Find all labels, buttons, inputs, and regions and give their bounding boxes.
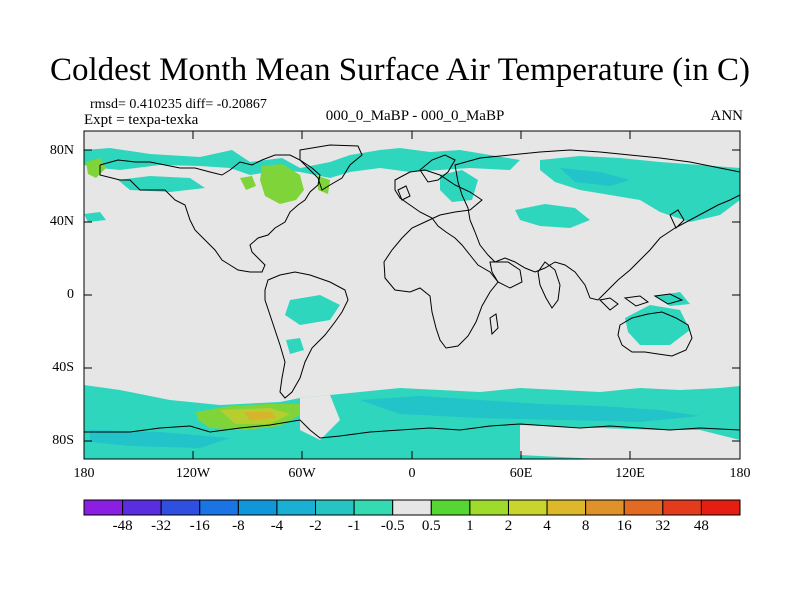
- colorbar-label-3: -8: [232, 518, 245, 534]
- lon-label-0: 0: [408, 466, 416, 481]
- coast-arabia: [489, 261, 523, 289]
- colorbar-box-0: [83, 499, 124, 516]
- coast-europe-africa: [383, 169, 499, 349]
- lat-label-40n: 40N: [49, 214, 74, 229]
- anomaly-gap-southern2: [520, 425, 740, 459]
- lon-label-120w: 120W: [175, 466, 211, 481]
- colorbar-box-10: [469, 499, 509, 516]
- lon-label-180w: 180: [73, 466, 95, 481]
- rmsd-diff-stats: rmsd= 0.410235 diff= -0.20867: [90, 97, 267, 112]
- anomaly-patch-arctic-teal: [84, 148, 520, 178]
- anomaly-patch-southern-cyan2: [90, 430, 230, 448]
- colorbar-box-2: [160, 499, 201, 516]
- colorbar-box-6: [315, 499, 355, 516]
- colorbar-label-6: -1: [347, 518, 361, 534]
- colorbar-label-0: -48: [112, 518, 133, 534]
- anomaly-patch-greenland-green: [260, 164, 304, 204]
- colorbar-box-12: [546, 499, 587, 516]
- coast-british-isles: [397, 185, 411, 201]
- colorbar-box-13: [585, 499, 625, 516]
- anomaly-patch-pacific-teal: [84, 212, 106, 222]
- axis-ticks: [84, 131, 740, 459]
- coast-australia: [617, 311, 693, 357]
- colorbar-box-3: [199, 499, 239, 516]
- lon-label-60e: 60E: [509, 466, 533, 481]
- anomaly-patch-baffin-green: [318, 176, 330, 194]
- anomaly-patch-australia-teal: [625, 305, 690, 345]
- colorbar-label-9: 1: [466, 518, 474, 534]
- anomaly-patch-samerica2-teal: [286, 338, 304, 354]
- colorbar: [83, 499, 741, 516]
- coast-antarctica: [84, 419, 741, 439]
- lon-label-60w: 60W: [288, 466, 316, 481]
- colorbar-box-7: [353, 499, 394, 516]
- anomaly-patch-canada-teal: [118, 176, 205, 192]
- anomaly-patch-weddell-orange: [244, 412, 276, 420]
- coast-north-america: [99, 154, 321, 273]
- lon-label-180e: 180: [729, 466, 751, 481]
- colorbar-box-16: [700, 499, 741, 516]
- colorbar-box-8: [392, 499, 432, 516]
- anomaly-patch-asia-teal: [515, 204, 590, 228]
- colorbar-box-11: [507, 499, 548, 516]
- coast-se-asia-islands: [598, 293, 684, 311]
- colorbar-label-15: 48: [693, 518, 709, 534]
- coast-india: [537, 261, 561, 309]
- lat-label-80s: 80S: [52, 433, 74, 448]
- experiment-label: Expt = texpa-texka: [84, 112, 199, 128]
- colorbar-box-15: [662, 499, 702, 516]
- anomaly-fields: [84, 148, 740, 459]
- anomaly-patch-siberia-cyan: [560, 168, 630, 186]
- colorbar-box-14: [623, 499, 664, 516]
- colorbar-label-13: 16: [616, 518, 632, 534]
- coast-asia: [454, 149, 741, 301]
- anomaly-gap-southern: [300, 395, 340, 440]
- lat-label-0: 0: [67, 287, 74, 302]
- colorbar-label-14: 32: [655, 518, 671, 534]
- colorbar-label-7: -0.5: [380, 518, 405, 534]
- colorbar-box-5: [276, 499, 317, 516]
- lat-label-40s: 40S: [52, 360, 74, 375]
- lon-label-120e: 120E: [615, 466, 645, 481]
- colorbar-label-1: -32: [151, 518, 172, 534]
- anomaly-patch-samerica-teal: [285, 295, 340, 325]
- lat-label-80n: 80N: [49, 143, 74, 158]
- colorbar-label-10: 2: [504, 518, 513, 534]
- colorbar-label-11: 4: [543, 518, 551, 534]
- season-label: ANN: [710, 108, 744, 124]
- colorbar-label-5: -2: [309, 518, 322, 534]
- period-label: 000_0_MaBP - 000_0_MaBP: [325, 108, 505, 124]
- coast-japan: [669, 209, 685, 229]
- coastlines: [84, 144, 741, 439]
- anomaly-patch-labrador-green: [240, 176, 256, 190]
- anomaly-patch-alaska-green: [86, 158, 106, 178]
- anomaly-patch-indian-teal: [655, 292, 690, 306]
- colorbar-box-1: [122, 499, 162, 516]
- colorbar-label-8: 0.5: [421, 518, 441, 534]
- coast-greenland: [299, 144, 363, 191]
- anomaly-patch-southern-cyan: [360, 396, 700, 422]
- coast-madagascar: [489, 313, 499, 336]
- coast-south-america: [264, 271, 349, 399]
- colorbar-box-9: [430, 499, 471, 516]
- coast-scandinavia: [419, 154, 456, 183]
- colorbar-label-12: 8: [581, 518, 590, 534]
- colorbar-label-4: -4: [270, 518, 284, 534]
- colorbar-box-4: [237, 499, 278, 516]
- colorbar-label-2: -16: [189, 518, 210, 534]
- map-title: Coldest Month Mean Surface Air Temperatu…: [50, 52, 750, 88]
